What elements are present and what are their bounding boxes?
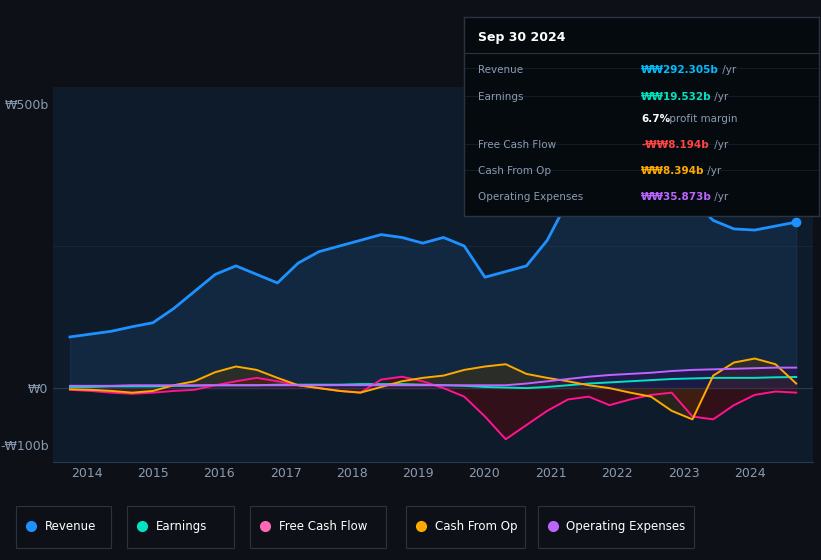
Text: Sep 30 2024: Sep 30 2024 (478, 31, 566, 44)
Text: Operating Expenses: Operating Expenses (478, 192, 583, 202)
Text: Earnings: Earnings (156, 520, 208, 533)
Text: ₩₩8.394b: ₩₩8.394b (641, 166, 704, 176)
Text: ₩₩292.305b: ₩₩292.305b (641, 64, 719, 74)
Text: /yr: /yr (704, 166, 721, 176)
Text: -₩₩8.194b: -₩₩8.194b (641, 140, 709, 150)
Text: Revenue: Revenue (45, 520, 97, 533)
Text: Operating Expenses: Operating Expenses (566, 520, 686, 533)
Text: /yr: /yr (719, 64, 736, 74)
Text: profit margin: profit margin (666, 114, 737, 124)
Text: ₩₩19.532b: ₩₩19.532b (641, 92, 712, 102)
Text: Cash From Op: Cash From Op (435, 520, 517, 533)
Text: Revenue: Revenue (478, 64, 523, 74)
Text: Cash From Op: Cash From Op (478, 166, 551, 176)
Text: /yr: /yr (712, 140, 729, 150)
Text: Free Cash Flow: Free Cash Flow (478, 140, 556, 150)
Text: /yr: /yr (712, 192, 729, 202)
Text: /yr: /yr (712, 92, 729, 102)
Text: ₩₩35.873b: ₩₩35.873b (641, 192, 712, 202)
Text: Earnings: Earnings (478, 92, 524, 102)
Text: 6.7%: 6.7% (641, 114, 670, 124)
Text: Free Cash Flow: Free Cash Flow (279, 520, 368, 533)
